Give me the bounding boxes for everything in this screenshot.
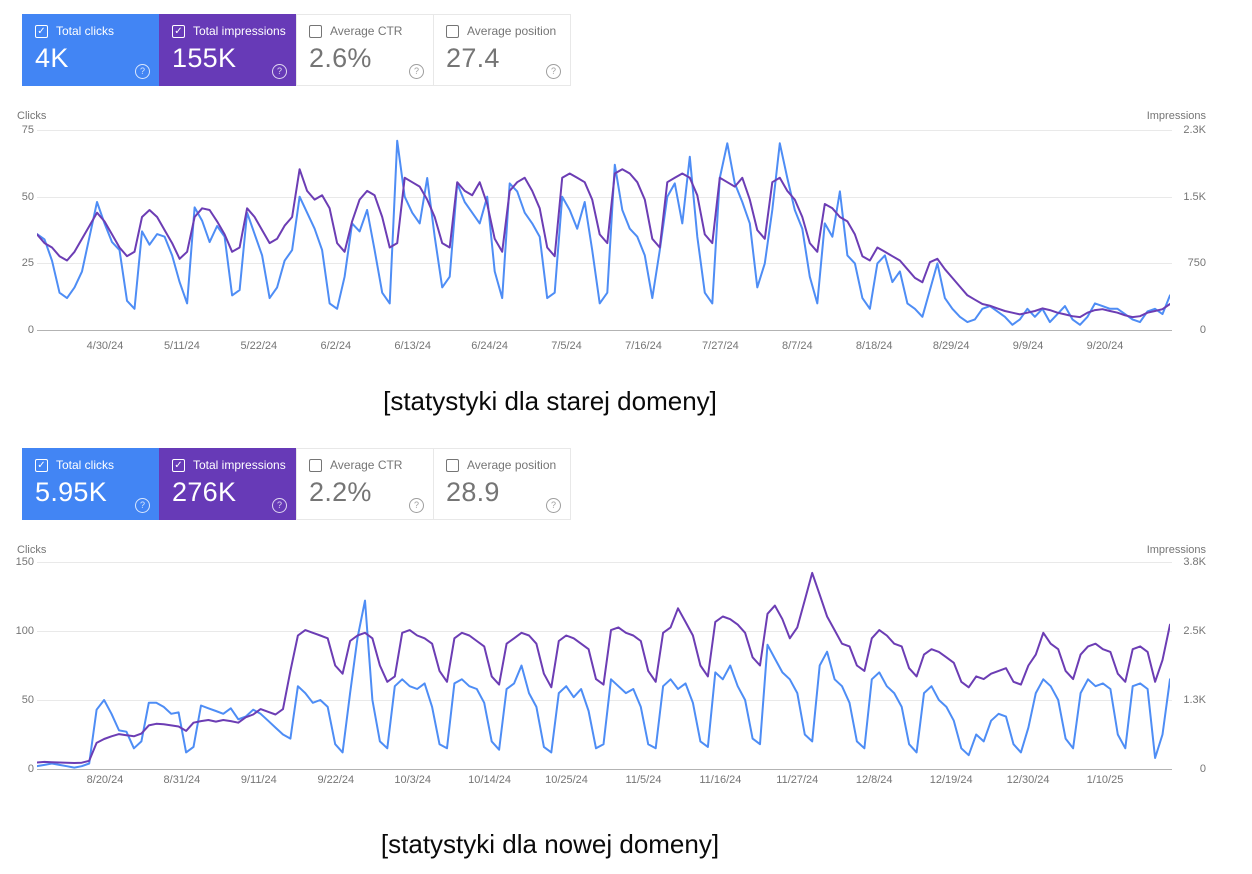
card-value: 5.95K	[35, 477, 108, 507]
help-icon[interactable]: ?	[272, 498, 287, 513]
x-axis-label: 9/22/24	[317, 774, 355, 786]
x-axis-label: 8/20/24	[86, 774, 124, 786]
card-total-clicks[interactable]: ✓ Total clicks 5.95K ?	[22, 448, 160, 520]
x-axis-label: 10/14/24	[468, 774, 511, 786]
left-axis-tick: 100	[15, 625, 34, 637]
chart-plot-area[interactable]	[37, 130, 1170, 330]
card-value: 155K	[172, 43, 237, 73]
help-icon[interactable]: ?	[135, 498, 150, 513]
x-axis-label: 12/30/24	[1006, 774, 1050, 786]
checkbox-icon[interactable]: ✓	[35, 24, 48, 38]
x-axis-label: 1/10/25	[1086, 774, 1124, 786]
x-axis-label: 10/3/24	[394, 774, 432, 786]
checkbox-icon[interactable]: ✓	[35, 458, 48, 472]
x-axis-label: 6/2/24	[320, 340, 352, 352]
x-axis-label: 7/27/24	[702, 340, 739, 352]
help-icon[interactable]: ?	[546, 64, 561, 79]
checkbox-icon[interactable]	[446, 458, 459, 472]
checkbox-icon[interactable]	[446, 24, 459, 38]
right-axis-title: Impressions	[1146, 110, 1206, 122]
x-axis-label: 11/16/24	[699, 774, 742, 786]
x-axis-label: 4/30/24	[86, 340, 124, 352]
card-label: Total clicks	[56, 24, 115, 38]
x-axis-label: 11/5/24	[625, 774, 662, 786]
card-value: 28.9	[446, 477, 500, 507]
checkbox-icon[interactable]	[309, 24, 322, 38]
x-axis-label: 9/11/24	[240, 774, 277, 786]
chart-plot-area[interactable]	[37, 562, 1170, 769]
card-label: Average position	[467, 24, 557, 38]
metric-cards-new-domain: ✓ Total clicks 5.95K ? ✓ Total impressions…	[22, 448, 571, 520]
card-total-impressions[interactable]: ✓ Total impressions 155K ?	[159, 14, 297, 86]
left-axis-tick: 75	[21, 124, 34, 136]
x-axis-label: 6/24/24	[471, 340, 508, 352]
left-axis-tick: 0	[27, 763, 34, 775]
x-axis-label: 5/11/24	[163, 340, 200, 352]
help-icon[interactable]: ?	[546, 498, 561, 513]
left-axis-title: Clicks	[17, 110, 47, 122]
card-value: 2.6%	[309, 43, 372, 73]
help-icon[interactable]: ?	[409, 64, 424, 79]
card-label: Total clicks	[56, 458, 115, 472]
clicks-line	[37, 599, 1170, 769]
card-label: Average CTR	[330, 458, 403, 472]
help-icon[interactable]: ?	[272, 64, 287, 79]
card-label: Average position	[467, 458, 557, 472]
checkbox-icon[interactable]: ✓	[172, 24, 185, 38]
x-axis-label: 12/8/24	[855, 774, 893, 786]
x-axis-label: 8/31/24	[163, 774, 201, 786]
caption-new-domain: [statystyki dla nowej domeny]	[380, 829, 720, 859]
left-axis-tick: 0	[27, 324, 34, 337]
impressions-line	[37, 168, 1170, 319]
left-axis-tick: 50	[21, 190, 34, 203]
left-axis-tick: 150	[15, 556, 34, 568]
x-axis-label: 9/9/24	[1012, 340, 1044, 352]
left-axis-tick: 50	[21, 694, 34, 706]
x-axis-label: 8/7/24	[782, 340, 813, 352]
x-axis-label: 7/16/24	[625, 340, 662, 352]
card-total-clicks[interactable]: ✓ Total clicks 4K ?	[22, 14, 160, 86]
checkbox-icon[interactable]	[309, 458, 322, 472]
card-average-position[interactable]: Average position 27.4 ?	[433, 14, 571, 86]
impressions-line	[37, 571, 1170, 764]
card-value: 2.2%	[309, 477, 372, 507]
x-axis-label: 9/20/24	[1086, 340, 1124, 352]
card-value: 27.4	[446, 43, 500, 73]
x-axis-label: 5/22/24	[240, 340, 278, 352]
x-axis-label: 11/27/24	[776, 774, 819, 786]
x-axis-label: 8/18/24	[855, 340, 893, 352]
card-average-ctr[interactable]: Average CTR 2.2% ?	[296, 448, 434, 520]
caption-old-domain: [statystyki dla starej domeny]	[383, 386, 717, 416]
help-icon[interactable]: ?	[135, 64, 150, 79]
x-axis-label: 6/13/24	[394, 340, 432, 352]
metric-cards-old-domain: ✓ Total clicks 4K ? ✓ Total impressions 15…	[22, 14, 571, 86]
card-label: Total impressions	[193, 24, 286, 38]
card-average-ctr[interactable]: Average CTR 2.6% ?	[296, 14, 434, 86]
card-label: Average CTR	[330, 24, 403, 38]
card-value: 4K	[35, 43, 69, 73]
card-total-impressions[interactable]: ✓ Total impressions 276K ?	[159, 448, 297, 520]
left-axis-tick: 25	[21, 257, 34, 270]
x-axis-baseline	[37, 330, 1172, 332]
x-axis-label: 12/19/24	[929, 774, 973, 786]
x-axis-baseline	[37, 769, 1172, 770]
x-axis-label: 7/5/24	[551, 340, 582, 352]
clicks-line	[37, 139, 1170, 326]
card-label: Total impressions	[193, 458, 286, 472]
help-icon[interactable]: ?	[409, 498, 424, 513]
card-average-position[interactable]: Average position 28.9 ?	[433, 448, 571, 520]
card-value: 276K	[172, 477, 237, 507]
x-axis-label: 8/29/24	[932, 340, 970, 352]
x-axis-label: 10/25/24	[545, 774, 588, 786]
left-axis-title: Clicks	[17, 544, 47, 556]
right-axis-title: Impressions	[1146, 544, 1206, 556]
checkbox-icon[interactable]: ✓	[172, 458, 185, 472]
